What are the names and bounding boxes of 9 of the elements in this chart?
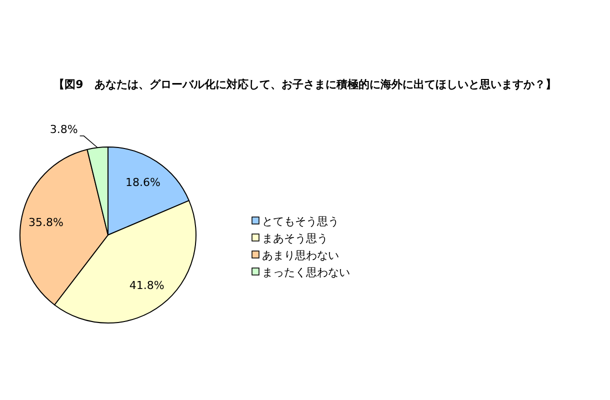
- legend-label: あまり思わない: [262, 249, 339, 262]
- data-label: 41.8%: [129, 279, 164, 292]
- chart-title: 【図9 あなたは、グローバル化に対応して、お子さまに積極的に海外に出てほしいと思いますか？】: [54, 78, 556, 91]
- data-label: 18.6%: [125, 176, 160, 190]
- legend-label: まったく思わない: [262, 266, 350, 279]
- legend-label: まあそう思う: [262, 232, 328, 245]
- data-label: 3.8%: [50, 122, 78, 136]
- legend-label: とてもそう思う: [262, 215, 339, 228]
- data-label: 35.8%: [28, 216, 64, 229]
